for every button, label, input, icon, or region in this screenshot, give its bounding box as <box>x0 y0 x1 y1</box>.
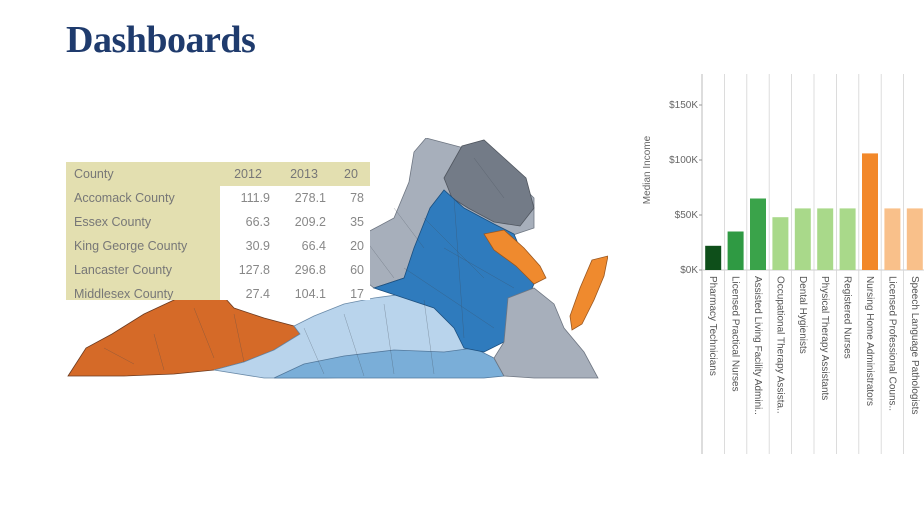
bar[interactable] <box>839 208 856 270</box>
x-tick-label: Licensed Professional Couns.. <box>886 276 897 411</box>
value-2013: 209.2 <box>276 210 332 234</box>
table-row: Lancaster County 127.8 296.8 60 <box>66 258 370 282</box>
value-2014: 60 <box>332 258 370 282</box>
x-tick-label: Pharmacy Technicians <box>707 276 718 376</box>
bar[interactable] <box>772 217 789 270</box>
value-2014: 20 <box>332 234 370 258</box>
table-row: Essex County 66.3 209.2 35 <box>66 210 370 234</box>
value-2012: 30.9 <box>220 234 276 258</box>
y-tick-label: $150K <box>669 100 698 111</box>
region-northern-va <box>443 139 535 227</box>
x-tick-label: Licensed Practical Nurses <box>730 276 741 392</box>
x-tick-label: Nursing Home Administrators <box>864 276 875 406</box>
value-2013: 104.1 <box>276 282 332 300</box>
value-2012: 27.4 <box>220 282 276 300</box>
county-name: Lancaster County <box>66 258 220 282</box>
x-tick-label: Assisted Living Facility Admini.. <box>752 276 763 415</box>
column-header-2014: 20 <box>332 162 370 186</box>
x-tick-label: Dental Hygienists <box>797 276 808 354</box>
x-tick-label: Occupational Therapy Assista.. <box>774 276 785 414</box>
virginia-county-map <box>67 138 608 379</box>
x-tick-label: Speech Language Pathologists <box>909 276 920 414</box>
bar[interactable] <box>727 231 744 271</box>
county-name: Essex County <box>66 210 220 234</box>
median-income-bar-chart: $0K $50K $100K $150K Pharmacy Technicians Lic… <box>642 74 924 454</box>
value-2012: 111.9 <box>220 186 276 210</box>
column-header-2013: 2013 <box>276 162 332 186</box>
region-tidewater <box>493 287 599 379</box>
bar[interactable] <box>906 208 923 270</box>
region-northern-neck <box>483 229 547 285</box>
table-header: County 2012 2013 20 <box>66 162 370 186</box>
county-name: Middlesex County <box>66 282 220 300</box>
column-header-2012: 2012 <box>220 162 276 186</box>
table-row: King George County 30.9 66.4 20 <box>66 234 370 258</box>
county-table: County 2012 2013 20 Accomack County 111.… <box>66 140 370 300</box>
value-2013: 66.4 <box>276 234 332 258</box>
region-eastern-shore <box>569 255 608 331</box>
region-southwest <box>67 287 301 377</box>
page-title: Dashboards <box>66 19 256 61</box>
county-name: King George County <box>66 234 220 258</box>
bar[interactable] <box>705 245 722 270</box>
x-tick-label: Registered Nurses <box>842 276 853 359</box>
y-tick-label: $50K <box>675 210 699 221</box>
value-2014: 35 <box>332 210 370 234</box>
bar[interactable] <box>750 198 766 271</box>
value-2013: 296.8 <box>276 258 332 282</box>
value-2014: 17 <box>332 282 370 300</box>
x-tick-label: Physical Therapy Assistants <box>819 276 830 400</box>
value-2012: 66.3 <box>220 210 276 234</box>
county-name: Accomack County <box>66 186 220 210</box>
bar[interactable] <box>794 208 811 270</box>
y-tick-label: $100K <box>669 155 698 166</box>
table-row: Middlesex County 27.4 104.1 17 <box>66 282 370 300</box>
column-header-county: County <box>66 162 220 186</box>
value-2014: 78 <box>332 186 370 210</box>
value-2013: 278.1 <box>276 186 332 210</box>
bar[interactable] <box>817 208 834 270</box>
value-2012: 127.8 <box>220 258 276 282</box>
bar[interactable] <box>884 208 901 270</box>
table-row: Accomack County 111.9 278.1 78 <box>66 186 370 210</box>
y-tick-label: $0K <box>680 265 698 276</box>
y-axis-label: Median Income <box>642 135 653 204</box>
bar[interactable] <box>862 153 878 270</box>
